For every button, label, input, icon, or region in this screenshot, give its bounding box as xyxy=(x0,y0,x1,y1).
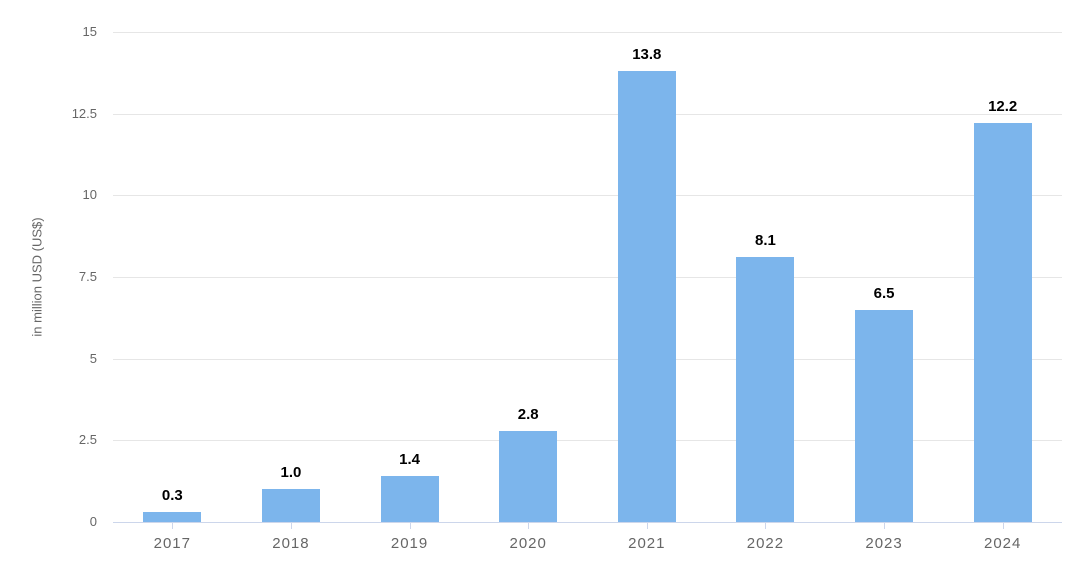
x-axis-label: 2021 xyxy=(628,535,666,552)
bar-value-label: 1.0 xyxy=(280,464,302,482)
bar-2023[interactable] xyxy=(855,309,913,522)
bar-value-label: 2.8 xyxy=(517,405,539,423)
y-tick-label: 10 xyxy=(82,187,97,203)
y-tick-label: 7.5 xyxy=(78,269,97,284)
x-axis-tick xyxy=(410,522,411,529)
x-axis-label: 2019 xyxy=(390,535,429,552)
y-gridline xyxy=(113,195,1062,197)
x-axis-label: 2020 xyxy=(509,535,547,552)
bar-2022[interactable] xyxy=(736,257,794,522)
x-axis-tick xyxy=(172,522,173,529)
x-axis-label: 2018 xyxy=(272,535,310,552)
y-gridline xyxy=(113,277,1062,278)
y-tick-label: 15 xyxy=(82,24,97,39)
x-axis-label: 2022 xyxy=(746,535,785,552)
bar-2024[interactable] xyxy=(974,123,1032,522)
x-axis-line xyxy=(113,522,1062,523)
bar-value-label: 13.8 xyxy=(632,46,662,64)
x-axis-label: 2024 xyxy=(984,535,1022,552)
bar-value-label: 6.5 xyxy=(873,284,895,302)
y-tick-label: 0 xyxy=(89,514,97,529)
x-axis-label: 2017 xyxy=(153,535,191,552)
bar-2020[interactable] xyxy=(499,430,557,522)
bar-2017[interactable] xyxy=(143,512,201,522)
x-axis-tick xyxy=(765,522,766,529)
x-axis-tick xyxy=(291,522,292,529)
y-tick-label: 5 xyxy=(89,350,97,366)
y-gridline xyxy=(113,113,1062,115)
bar-2021[interactable] xyxy=(618,71,676,522)
bar-value-label: 8.1 xyxy=(755,232,776,250)
x-axis-tick xyxy=(1003,522,1004,529)
x-axis-label: 2023 xyxy=(865,535,903,552)
bar-value-label: 0.3 xyxy=(161,487,183,505)
y-gridline xyxy=(113,440,1062,442)
bar-2019[interactable] xyxy=(381,476,439,522)
bar-2018[interactable] xyxy=(262,489,320,522)
x-axis-tick xyxy=(884,522,885,529)
y-tick-label: 2.5 xyxy=(78,432,97,448)
y-gridline xyxy=(113,32,1062,33)
y-gridline xyxy=(113,358,1062,360)
x-axis-tick xyxy=(647,522,648,529)
x-axis-tick xyxy=(528,522,529,529)
bar-value-label: 12.2 xyxy=(988,98,1018,116)
y-tick-label: 12.5 xyxy=(71,105,97,121)
bar-value-label: 1.4 xyxy=(399,451,420,469)
